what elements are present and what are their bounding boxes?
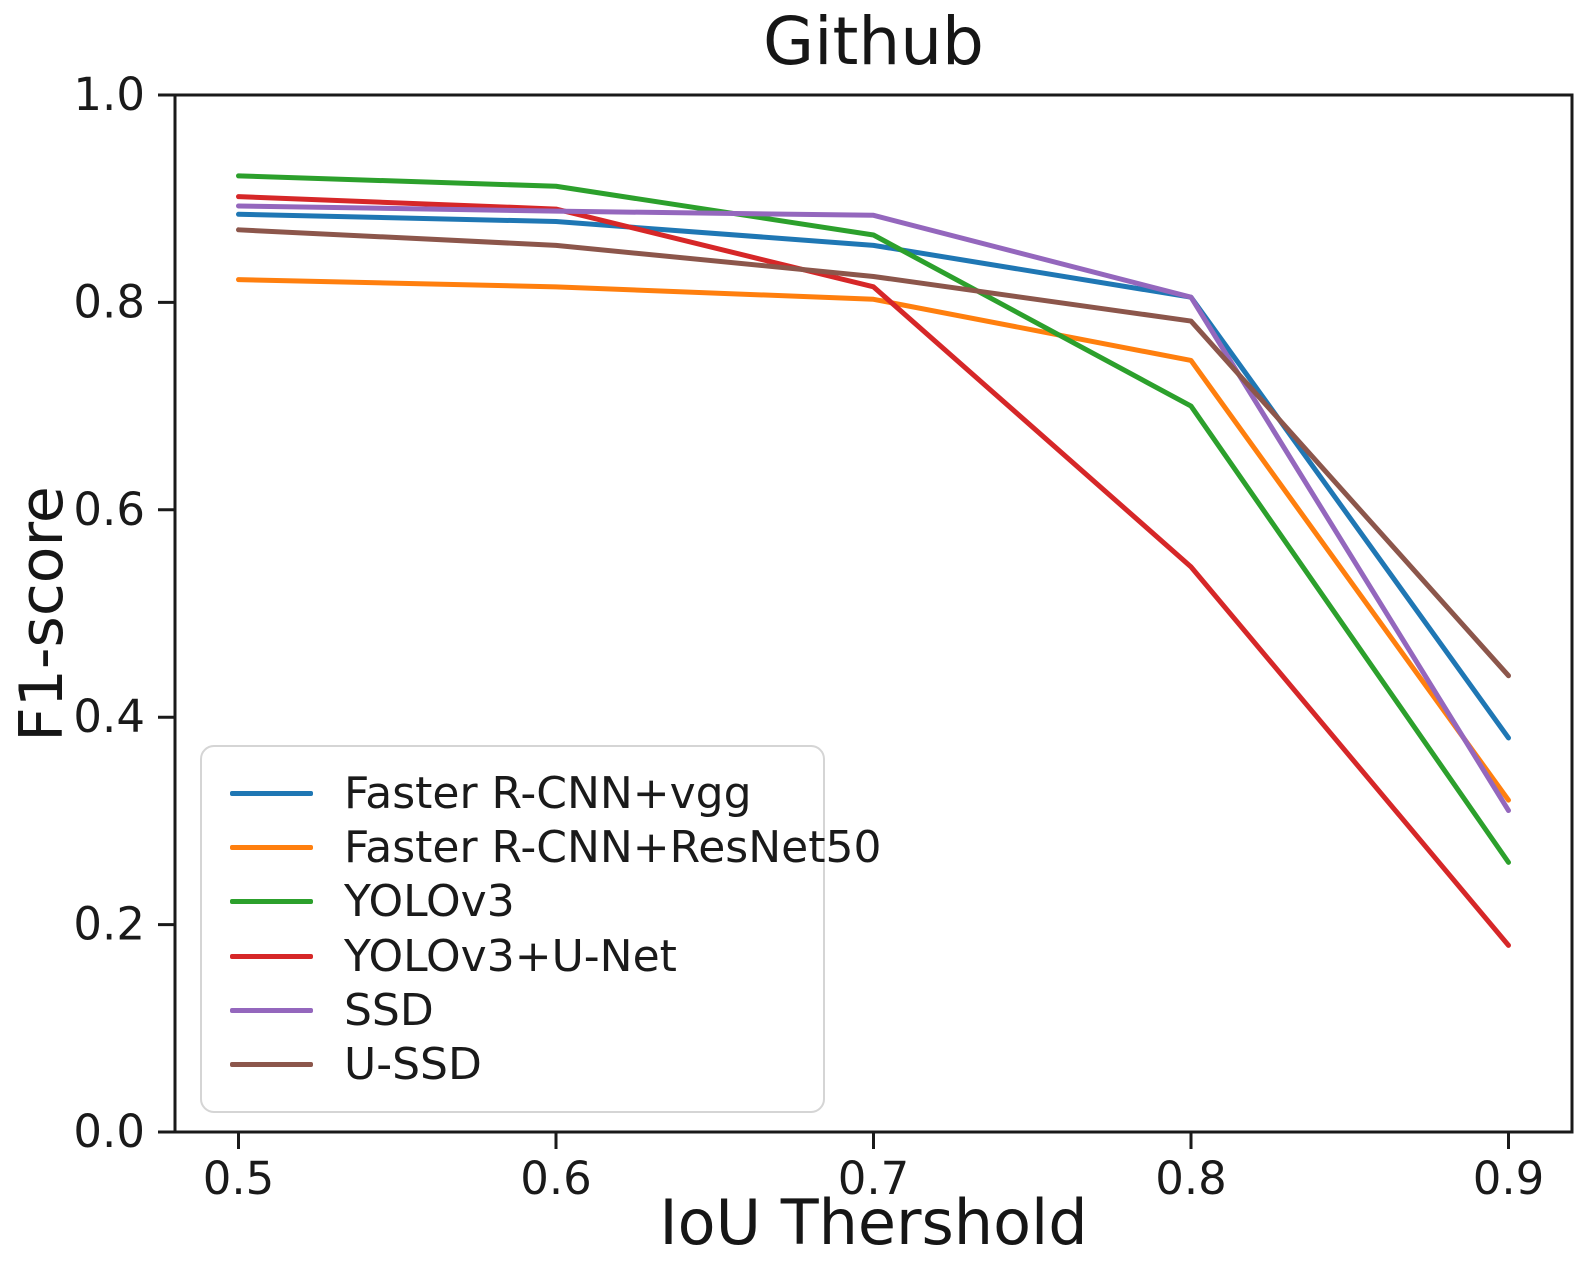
- y-tick-label: 0.8: [73, 275, 145, 328]
- legend-label-yolov3: YOLOv3: [344, 876, 515, 928]
- x-tick-label: 0.5: [203, 1152, 275, 1205]
- legend-label-ssd: SSD: [344, 985, 434, 1037]
- line-series-u-ssd: [236, 227, 1511, 679]
- x-axis-label: IoU Thershold: [659, 1186, 1088, 1259]
- y-tick-label: 0.6: [73, 483, 145, 536]
- y-tick-label: 0.2: [73, 898, 145, 951]
- x-tick-label: 0.7: [838, 1152, 910, 1205]
- legend-item-yolov3-u-net: YOLOv3+U-Net: [230, 930, 795, 982]
- y-tick-label: 0.0: [73, 1105, 145, 1158]
- legend-label-faster-r-cnn-resnet50: Faster R-CNN+ResNet50: [344, 821, 882, 873]
- x-tick-label: 0.9: [1473, 1152, 1545, 1205]
- legend-swatch-faster-r-cnn-vgg: [230, 790, 313, 796]
- y-tick-label: 0.4: [73, 690, 145, 743]
- chart-title: Github: [763, 3, 984, 80]
- line-series-yolov3: [236, 173, 1511, 865]
- legend-item-u-ssd: U-SSD: [230, 1039, 795, 1091]
- legend-label-yolov3-u-net: YOLOv3+U-Net: [344, 930, 677, 982]
- line-series-faster-r-cnn-resnet50: [236, 277, 1511, 803]
- x-tick-label: 0.8: [1155, 1152, 1227, 1205]
- legend-item-faster-r-cnn-resnet50: Faster R-CNN+ResNet50: [230, 821, 881, 873]
- legend-label-u-ssd: U-SSD: [344, 1039, 482, 1091]
- legend-swatch-ssd: [230, 1008, 313, 1014]
- y-axis-label-container: F1-score: [0, 95, 84, 1132]
- legend-item-ssd: SSD: [230, 985, 795, 1037]
- line-series-faster-r-cnn-vgg: [236, 211, 1511, 741]
- legend-swatch-yolov3: [230, 899, 313, 905]
- legend-item-yolov3: YOLOv3: [230, 876, 795, 928]
- x-tick-label: 0.6: [520, 1152, 592, 1205]
- legend-swatch-u-ssd: [230, 1062, 313, 1068]
- y-tick-label: 1.0: [73, 68, 145, 121]
- legend-swatch-faster-r-cnn-resnet50: [230, 844, 313, 850]
- legend-item-faster-r-cnn-vgg: Faster R-CNN+vgg: [230, 767, 795, 819]
- legend: Faster R-CNN+vgg Faster R-CNN+ResNet50 YOL…: [200, 745, 881, 1113]
- legend-swatch-yolov3-u-net: [230, 953, 313, 959]
- legend-label-faster-r-cnn-vgg: Faster R-CNN+vgg: [344, 767, 752, 819]
- line-series-ssd: [236, 203, 1511, 814]
- line-series-yolov3-u-net: [236, 194, 1511, 948]
- y-axis-label: F1-score: [7, 485, 77, 742]
